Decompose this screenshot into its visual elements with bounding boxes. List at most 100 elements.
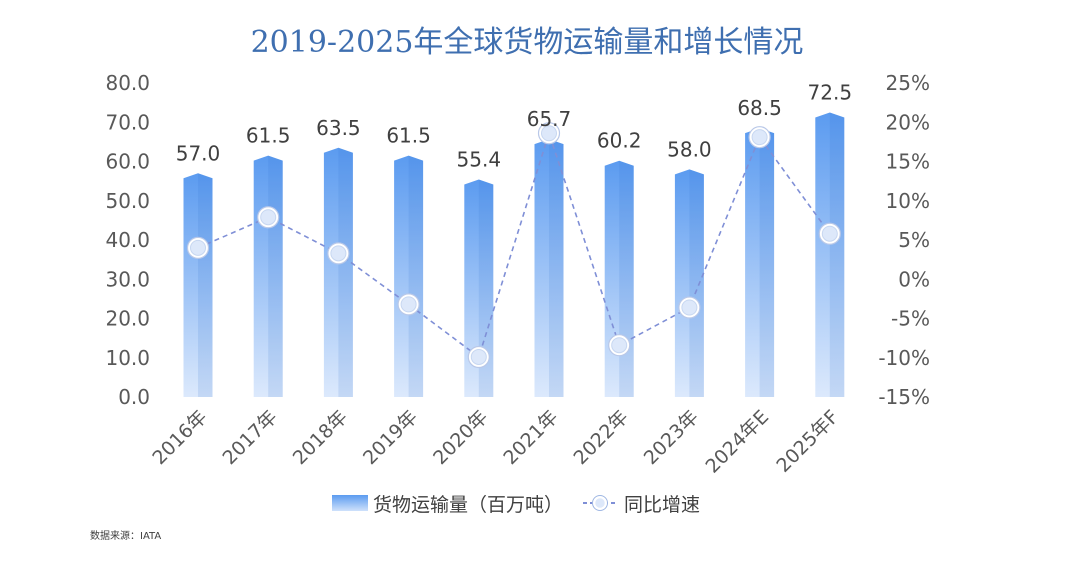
bar-body (394, 155, 424, 397)
bar-side (689, 169, 704, 397)
left-tick-label: 40.0 (105, 228, 150, 252)
point-core (681, 299, 698, 316)
left-tick-label: 30.0 (105, 267, 150, 291)
point-core (400, 296, 417, 313)
right-tick-label: -10% (878, 346, 930, 370)
bar-value-label: 72.5 (808, 80, 853, 104)
bar-body (674, 169, 704, 397)
point-core (190, 239, 206, 256)
bar-side (198, 173, 213, 397)
bar-value-label: 61.5 (386, 124, 431, 148)
bar-value-label: 60.2 (597, 129, 642, 153)
left-tick-label: 10.0 (105, 346, 150, 370)
legend-line-marker (592, 495, 608, 511)
bar-value-label: 55.4 (457, 148, 502, 172)
bar-side (619, 160, 634, 397)
bar-value-label: 68.5 (737, 96, 782, 120)
bar (674, 169, 704, 397)
category-label: 2024年E (701, 406, 773, 478)
bar-value-label: 61.5 (246, 124, 291, 148)
growth-point (748, 126, 771, 149)
bar-side (759, 128, 775, 397)
left-tick-label: 50.0 (105, 189, 150, 213)
growth-point (186, 236, 210, 259)
left-tick-label: 20.0 (105, 307, 150, 331)
bar (745, 128, 775, 397)
point-core (611, 337, 628, 354)
right-axis-ticks: -15% -10% -5% 0% 5% 10% 15% 20% 25% (878, 71, 930, 409)
right-tick-label: 25% (886, 71, 930, 95)
right-tick-label: 10% (886, 189, 930, 213)
legend-line-marker-ring (592, 495, 608, 511)
category-label: 2023年 (640, 406, 703, 469)
bar-value-labels: 57.0 61.5 63.5 61.5 55.4 65.7 60.2 58.0 68.5 72.5 (176, 80, 852, 171)
category-label: 2022年 (570, 406, 633, 469)
bar-value-label: 58.0 (667, 137, 712, 161)
growth-point (537, 122, 561, 145)
category-label: 2018年 (289, 406, 352, 469)
bar (604, 160, 634, 397)
bar-side (829, 112, 845, 397)
point-core (751, 129, 768, 146)
category-label: 2017年 (219, 406, 282, 469)
chart-title: 2019-2025年全球货物运输量和增长情况 (251, 25, 804, 60)
category-label: 2019年 (359, 406, 422, 469)
bar-side (338, 147, 353, 397)
category-label: 2020年 (429, 406, 492, 469)
bar-side (549, 139, 564, 397)
bar-body (183, 173, 213, 397)
bar-body (323, 147, 353, 397)
right-tick-label: -15% (878, 385, 930, 409)
left-tick-label: 80.0 (105, 71, 150, 95)
growth-point (257, 206, 280, 229)
right-tick-label: 20% (886, 110, 930, 134)
right-tick-label: 5% (898, 228, 930, 252)
bar (253, 155, 283, 397)
legend-line-label: 同比增速 (624, 494, 700, 516)
bar (534, 139, 564, 397)
legend-bar-swatch (332, 495, 368, 511)
point-core (260, 209, 277, 226)
point-core (541, 125, 557, 142)
growth-point (327, 242, 350, 265)
point-core (470, 348, 487, 365)
bar (183, 173, 213, 397)
category-label: 2025年F (772, 406, 843, 477)
category-labels: 2016年 2017年 2018年 2019年 2020年 2021年 2022年 2023年… (148, 406, 843, 478)
growth-point (467, 345, 490, 369)
legend: 货物运输量（百万吨） 同比增速 (332, 494, 700, 516)
source-note: 数据来源：IATA (90, 529, 161, 542)
bar-side (478, 179, 494, 397)
point-core (821, 225, 838, 242)
bar-series (183, 112, 845, 397)
bar-body (815, 112, 845, 397)
bar (464, 179, 494, 397)
right-tick-label: 15% (886, 150, 930, 174)
category-label: 2016年 (148, 406, 211, 469)
growth-point (818, 222, 841, 245)
right-tick-label: -5% (891, 307, 930, 331)
bar (394, 155, 424, 397)
growth-point (678, 296, 701, 319)
point-core (330, 245, 347, 262)
growth-point (608, 334, 631, 357)
bar-value-label: 63.5 (316, 116, 361, 140)
bar-side (268, 155, 283, 397)
left-axis-ticks: 0.0 10.0 20.0 30.0 40.0 50.0 60.0 70.0 80.0 (105, 71, 150, 409)
bar-value-label: 57.0 (176, 141, 221, 165)
growth-point (397, 293, 420, 316)
left-tick-label: 70.0 (105, 110, 150, 134)
bar (323, 147, 353, 397)
bar-body (745, 128, 775, 397)
bar-body (534, 139, 564, 397)
bar-value-label: 65.7 (527, 107, 572, 131)
growth-line (197, 130, 831, 359)
left-tick-label: 60.0 (105, 150, 150, 174)
bar-side (408, 155, 424, 397)
bar-body (464, 179, 494, 397)
growth-line-series (186, 122, 841, 369)
legend-bar-label: 货物运输量（百万吨） (373, 494, 563, 516)
left-tick-label: 0.0 (118, 385, 150, 409)
category-label: 2021年 (499, 406, 562, 469)
